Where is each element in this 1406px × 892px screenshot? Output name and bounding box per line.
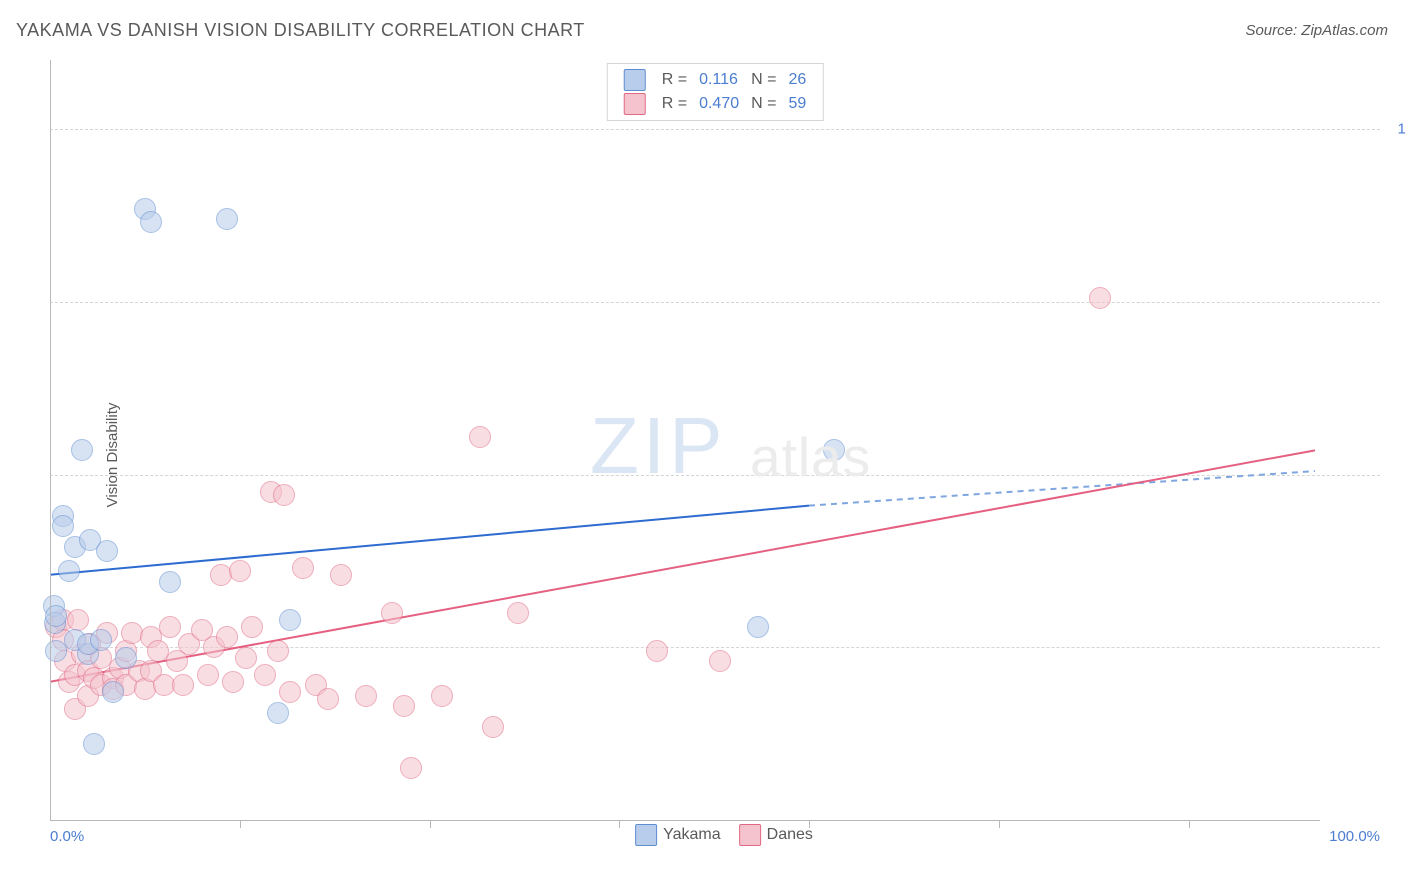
legend-swatch xyxy=(739,824,761,846)
data-point xyxy=(482,716,504,738)
data-point xyxy=(159,616,181,638)
legend-swatch xyxy=(635,824,657,846)
data-point xyxy=(45,605,67,627)
data-point xyxy=(172,674,194,696)
chart-source: Source: ZipAtlas.com xyxy=(1245,22,1388,39)
chart-title: YAKAMA VS DANISH VISION DISABILITY CORRE… xyxy=(16,20,585,41)
data-point xyxy=(747,616,769,638)
data-point xyxy=(216,208,238,230)
legend-label: Danes xyxy=(767,826,813,843)
legend-label: Yakama xyxy=(663,826,721,843)
watermark-zip: ZIP xyxy=(590,400,726,492)
data-point xyxy=(1089,287,1111,309)
data-point xyxy=(431,685,453,707)
data-point xyxy=(235,647,257,669)
n-value-danes: 59 xyxy=(782,92,812,116)
data-point xyxy=(222,671,244,693)
x-tick-right: 100.0% xyxy=(1329,828,1380,845)
data-point xyxy=(279,609,301,631)
data-point xyxy=(83,733,105,755)
plot-area: Vision Disability ZIP atlas R = 0.116 N … xyxy=(50,60,1380,850)
data-point xyxy=(507,602,529,624)
data-point xyxy=(292,557,314,579)
data-point xyxy=(469,426,491,448)
data-point xyxy=(140,211,162,233)
data-point xyxy=(115,647,137,669)
data-point xyxy=(102,681,124,703)
data-point xyxy=(52,515,74,537)
data-point xyxy=(709,650,731,672)
legend-swatch-danes xyxy=(624,93,646,115)
legend-correlation: R = 0.116 N = 26 R = 0.470 N = 59 xyxy=(607,63,824,121)
data-point xyxy=(159,571,181,593)
data-point xyxy=(254,664,276,686)
watermark-atlas: atlas xyxy=(750,425,871,489)
data-point xyxy=(400,757,422,779)
data-point xyxy=(197,664,219,686)
data-point xyxy=(96,540,118,562)
data-point xyxy=(393,695,415,717)
data-point xyxy=(90,629,112,651)
n-value-yakama: 26 xyxy=(782,68,812,92)
legend-row-danes: R = 0.470 N = 59 xyxy=(618,92,813,116)
data-point xyxy=(646,640,668,662)
y-tick-label: 10.0% xyxy=(1397,121,1406,138)
data-point xyxy=(279,681,301,703)
data-point xyxy=(381,602,403,624)
data-point xyxy=(330,564,352,586)
data-point xyxy=(71,439,93,461)
data-point xyxy=(58,560,80,582)
data-point xyxy=(216,626,238,648)
y-axis-label: Vision Disability xyxy=(104,403,121,508)
data-point xyxy=(67,609,89,631)
data-point xyxy=(273,484,295,506)
r-value-danes: 0.470 xyxy=(693,92,745,116)
data-point xyxy=(229,560,251,582)
legend-series: Yakama Danes xyxy=(617,824,813,848)
data-point xyxy=(267,702,289,724)
data-point xyxy=(355,685,377,707)
x-tick-left: 0.0% xyxy=(50,828,84,845)
data-point xyxy=(317,688,339,710)
data-point xyxy=(267,640,289,662)
legend-row-yakama: R = 0.116 N = 26 xyxy=(618,68,813,92)
legend-swatch-yakama xyxy=(624,69,646,91)
data-point xyxy=(241,616,263,638)
r-value-yakama: 0.116 xyxy=(693,68,745,92)
